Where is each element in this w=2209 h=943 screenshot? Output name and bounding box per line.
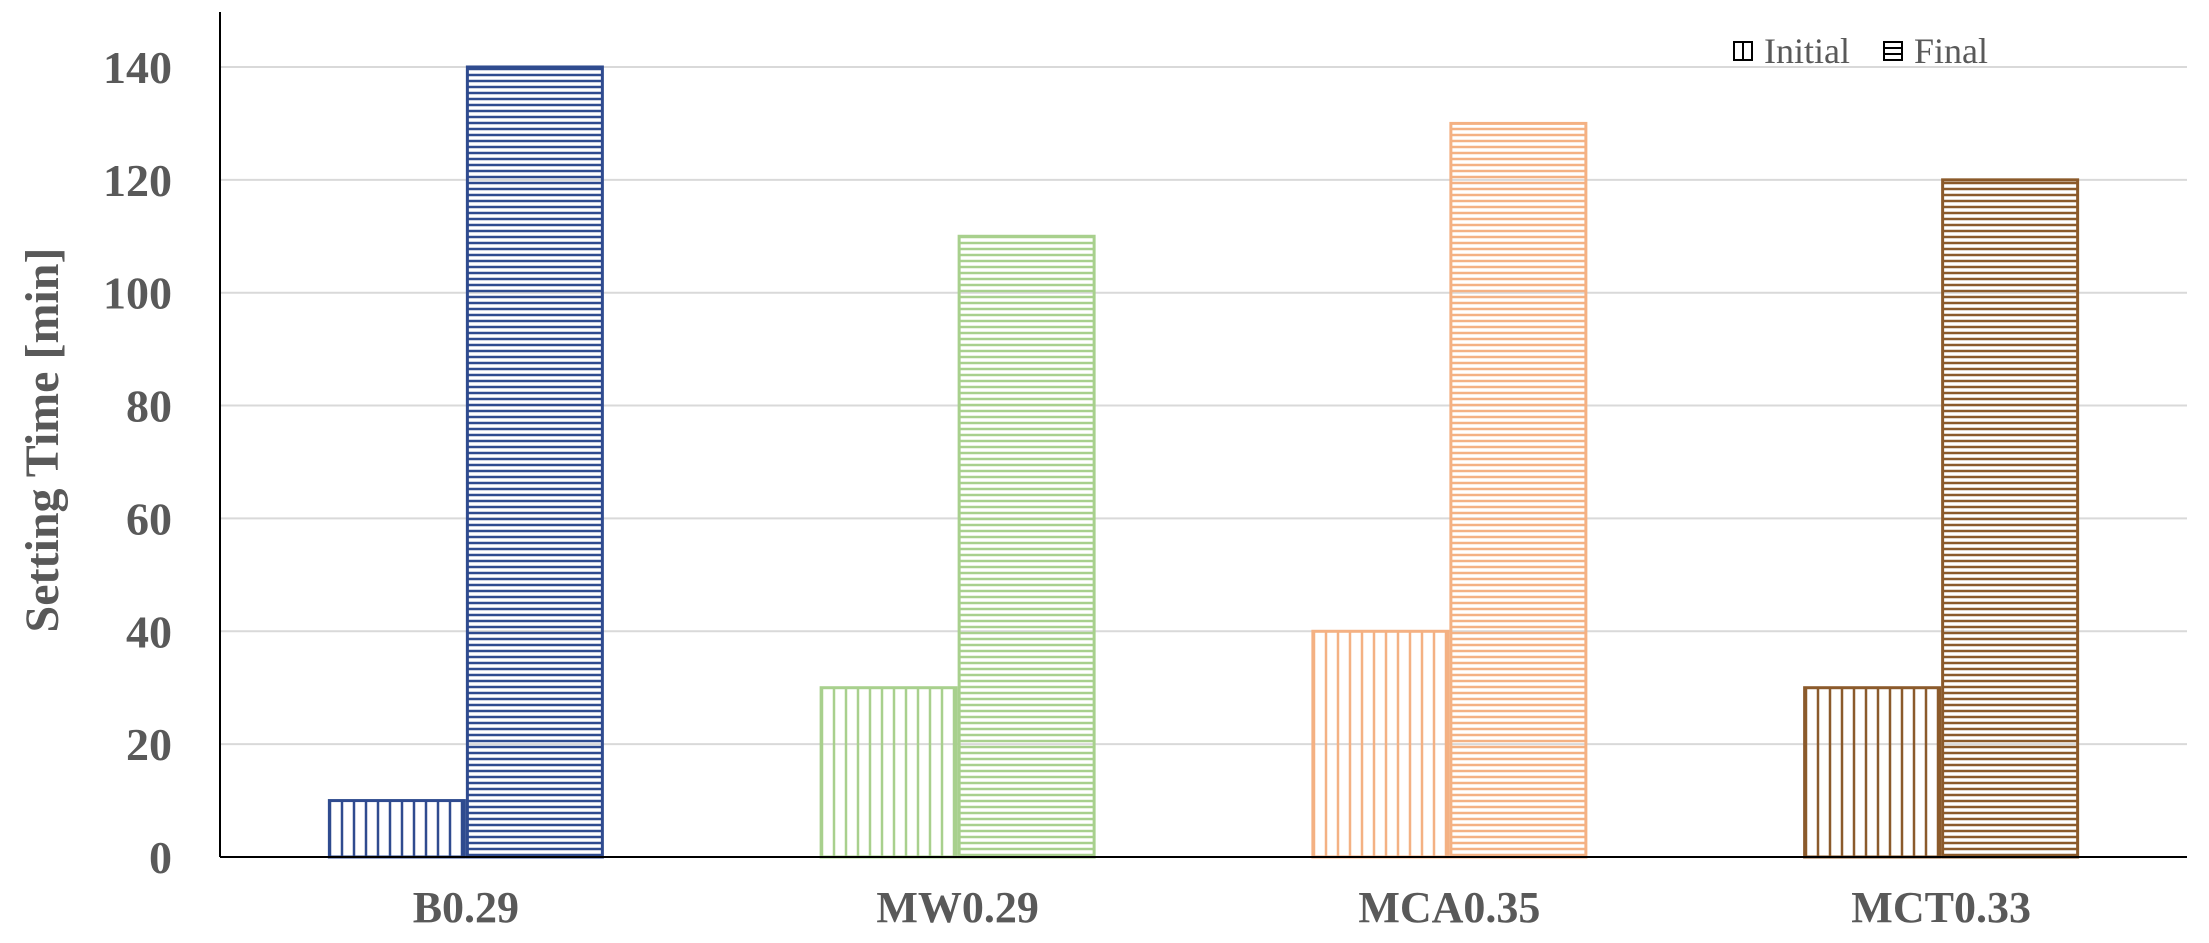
legend-label-final: Final <box>1914 31 1988 71</box>
y-tick-label: 60 <box>126 493 172 544</box>
bar-final-mca0.35 <box>1449 121 1588 859</box>
bar-initial-mct0.33 <box>1803 686 1942 859</box>
y-axis-label: Setting Time [min] <box>16 248 69 633</box>
y-tick-label: 40 <box>126 606 172 657</box>
y-tick-label: 80 <box>126 381 172 432</box>
bars <box>327 65 2080 859</box>
y-tick-label: 0 <box>149 832 172 883</box>
bar-final-mw0.29 <box>957 234 1096 859</box>
x-category-label: B0.29 <box>413 883 519 932</box>
y-tick-labels: 0 20 40 60 80 100 120 140 <box>103 42 172 883</box>
x-category-label: MCT0.33 <box>1851 883 2031 932</box>
y-tick-label: 120 <box>103 155 172 206</box>
legend: Initial Final <box>1733 31 1988 71</box>
bar-initial-mw0.29 <box>819 686 958 859</box>
bar-initial-b0.29 <box>327 799 466 859</box>
x-category-label: MCA0.35 <box>1358 883 1540 932</box>
bar-initial-mca0.35 <box>1311 629 1450 859</box>
bar-final-b0.29 <box>465 65 604 859</box>
legend-swatch-final <box>1883 41 1903 61</box>
y-tick-label: 100 <box>103 268 172 319</box>
y-tick-label: 140 <box>103 42 172 93</box>
legend-label-initial: Initial <box>1764 31 1850 71</box>
axes <box>219 12 2187 858</box>
y-tick-label: 20 <box>126 719 172 770</box>
x-category-label: MW0.29 <box>876 883 1039 932</box>
bar-final-mct0.33 <box>1941 178 2080 859</box>
legend-item-initial: Initial <box>1733 31 1850 71</box>
legend-item-final: Final <box>1883 31 1988 71</box>
x-category-labels: B0.29 MW0.29 MCA0.35 MCT0.33 <box>413 883 2031 932</box>
